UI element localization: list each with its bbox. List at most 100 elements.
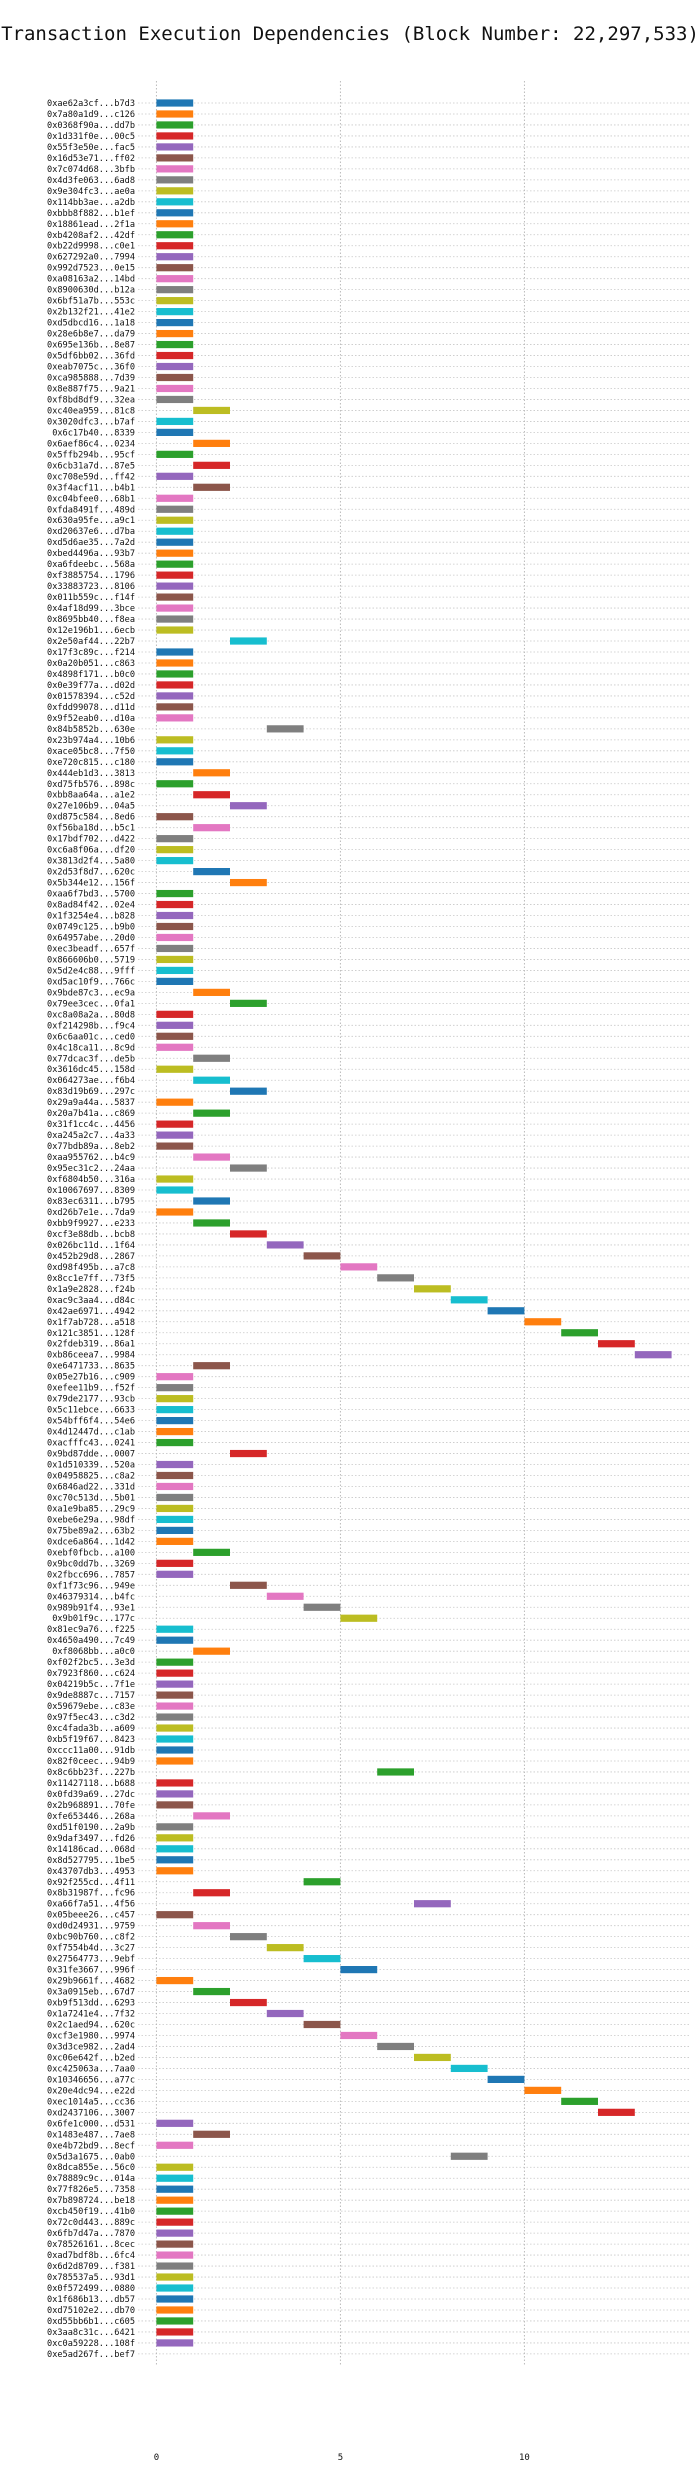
transaction-bar <box>156 670 194 678</box>
transaction-bar <box>156 165 194 173</box>
transaction-label: 0x77dcac3f...de5b <box>47 1054 135 1064</box>
transaction-bar <box>156 253 194 261</box>
transaction-bar <box>156 505 194 513</box>
transaction-label: 0x9b01f9c...177c <box>52 1614 135 1624</box>
transaction-bar <box>156 1680 194 1688</box>
transaction-label: 0xaa955762...b4c9 <box>47 1153 135 1163</box>
transaction-label: 0xad7bdf8b...6fc4 <box>47 2251 135 2261</box>
transaction-label: 0x04219b5c...7f1e <box>47 1680 135 1690</box>
transaction-label: 0xd5d6ae35...7a2d <box>47 538 135 548</box>
transaction-bar <box>156 527 194 535</box>
transaction-label: 0x83ec6311...b795 <box>47 1197 135 1207</box>
transaction-label: 0xd5dbcd16...1a18 <box>47 319 135 329</box>
transaction-bar <box>377 2042 414 2051</box>
transaction-label: 0xa08163a2...14bd <box>47 275 135 285</box>
transaction-bar <box>193 769 230 777</box>
transaction-label: 0xc6a8f06a...df20 <box>47 846 135 856</box>
transaction-label: 0x1a9e2828...f24b <box>47 1285 135 1295</box>
transaction-label: 0x9bc0dd7b...3269 <box>47 1559 135 1569</box>
transaction-label: 0xec3beadf...657f <box>47 944 135 954</box>
transaction-bar <box>156 626 194 634</box>
transaction-label: 0x6cb31a7d...87e5 <box>47 461 135 471</box>
transaction-label: 0x82f0ceec...94b9 <box>47 1757 135 1767</box>
transaction-label: 0xae62a3cf...b7d3 <box>47 99 135 109</box>
transaction-label: 0xfda8491f...489d <box>47 505 135 515</box>
transaction-label: 0xb9f513dd...6293 <box>47 1999 135 2009</box>
x-tick-label: 10 <box>519 2453 530 2463</box>
transaction-label: 0x695e136b...8e87 <box>47 341 135 351</box>
transaction-bar <box>156 2141 194 2149</box>
transaction-label: 0x1f3254e4...b828 <box>47 912 135 922</box>
transaction-bar <box>156 373 194 382</box>
transaction-bar <box>340 1966 378 1974</box>
transaction-bar <box>156 1438 194 1447</box>
transaction-bar <box>156 2273 194 2281</box>
transaction-label: 0xd5ac10f9...766c <box>47 977 135 987</box>
transaction-bar <box>156 319 194 327</box>
transaction-bar <box>193 1987 230 1996</box>
transaction-bar <box>193 1076 230 1084</box>
transaction-bar <box>156 1142 194 1150</box>
transaction-label: 0x1483e487...7ae8 <box>47 2130 135 2140</box>
transaction-bar <box>340 2031 378 2040</box>
transaction-label: 0xb22d9998...c0e1 <box>47 242 135 252</box>
transaction-bar <box>156 176 194 184</box>
transaction-label: 0x2c1aed94...620c <box>47 2021 135 2031</box>
transaction-bar <box>561 1329 598 1337</box>
transaction-label: 0x011b559c...f14f <box>47 593 135 603</box>
transaction-label: 0x9e304fc3...ae0a <box>47 187 135 197</box>
transaction-label: 0x8ad84f42...02e4 <box>47 901 135 911</box>
transaction-bar <box>156 977 194 985</box>
transaction-label: 0x2b132f21...41e2 <box>47 308 135 318</box>
transaction-bar <box>156 1504 194 1513</box>
transaction-bar <box>156 615 194 623</box>
transaction-label: 0xe4b72bd9...8ecf <box>47 2141 135 2151</box>
transaction-label: 0xd2437106...3007 <box>47 2108 135 2118</box>
transaction-bar <box>156 1625 194 1633</box>
transaction-bar <box>156 1691 194 1699</box>
transaction-bar <box>156 846 194 854</box>
transaction-bar <box>156 1131 194 1139</box>
transaction-label: 0x10346656...a77c <box>47 2075 135 2085</box>
transaction-label: 0xeab7075c...36f0 <box>47 363 135 373</box>
transaction-bar <box>303 1955 341 1963</box>
transaction-label: 0x444eb1d3...3813 <box>47 769 135 779</box>
transaction-bar <box>193 1889 230 1897</box>
transaction-label: 0x78889c9c...014a <box>47 2174 135 2184</box>
transaction-bar <box>156 351 194 360</box>
transaction-label: 0x9de8887c...7157 <box>47 1691 135 1701</box>
transaction-bar <box>156 1790 194 1798</box>
transaction-bar <box>156 132 194 140</box>
transaction-bar <box>156 1801 194 1809</box>
transaction-label: 0x785537a5...93d1 <box>47 2273 135 2283</box>
transaction-bar <box>156 209 194 217</box>
transaction-bar <box>156 1834 194 1842</box>
transaction-label: 0x9bde87c3...ec9a <box>47 988 135 998</box>
transaction-bar <box>156 1713 194 1721</box>
transaction-bar <box>156 1395 194 1403</box>
transaction-label: 0xebf0fbcb...a100 <box>47 1548 135 1558</box>
transaction-bar <box>156 286 194 294</box>
transaction-label: 0x78526161...8cec <box>47 2240 135 2250</box>
transaction-bar <box>450 1296 488 1304</box>
transaction-label: 0x8dca855e...56c0 <box>47 2163 135 2173</box>
transaction-bar <box>156 362 194 371</box>
transaction-label: 0xbb9f9927...e233 <box>47 1219 135 1229</box>
transaction-bar <box>193 1362 230 1370</box>
transaction-label: 0x4d12447d...c1ab <box>47 1428 135 1438</box>
transaction-label: 0x55f3e50e...fac5 <box>47 143 135 153</box>
transaction-bar <box>156 922 194 931</box>
transaction-label: 0x5d2e4c88...9fff <box>47 966 135 976</box>
transaction-label: 0xf02f2bc5...3e3d <box>47 1658 135 1668</box>
transaction-label: 0xd75102e2...db70 <box>47 2306 135 2316</box>
transaction-label: 0xd51f0190...2a9b <box>47 1823 135 1833</box>
transaction-label: 0x64957abe...20d0 <box>47 933 135 943</box>
transaction-bar <box>230 637 267 645</box>
transaction-bar <box>156 835 194 843</box>
transaction-label: 0xfdd99078...d11d <box>47 703 135 713</box>
transaction-bar <box>340 1263 378 1271</box>
transaction-label: 0x04958825...c8a2 <box>47 1472 135 1482</box>
transaction-bar <box>156 560 194 568</box>
transaction-bar <box>230 1164 267 1172</box>
transaction-label: 0x28e6b8e7...da79 <box>47 330 135 340</box>
